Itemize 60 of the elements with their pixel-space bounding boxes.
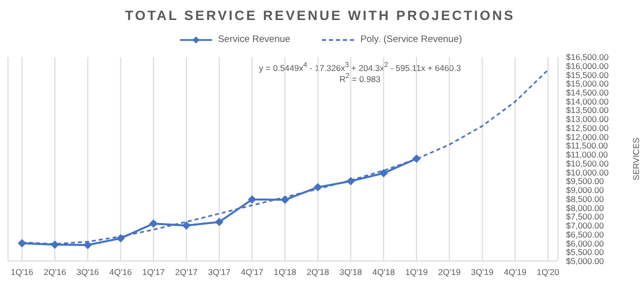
x-tick-label: 3Q'16 xyxy=(76,267,100,278)
y2-tick-label: $14,500.00 xyxy=(566,87,609,98)
annotation: y = 0.5449x$^{4}$ - 17.326x$^{3}$ + 204.3x$^{2}$ - 595.11x + 6460.3 xyxy=(258,61,462,73)
y2-tick-label: $15,000.00 xyxy=(566,78,609,89)
y2-axis-title: SERVICES xyxy=(631,137,640,180)
x-tick-label: 4Q'16 xyxy=(109,267,132,278)
y2-tick-label: $5,500.00 xyxy=(566,247,604,258)
point xyxy=(116,234,125,242)
x-tick-label: 1Q'17 xyxy=(142,267,165,278)
y2-tick-label: $9,500.00 xyxy=(566,176,604,186)
point xyxy=(281,196,289,204)
point xyxy=(150,220,158,228)
legend-label: Poly. (Service Revenue) xyxy=(360,34,462,45)
y2-tick-label: $7,000.00 xyxy=(566,220,604,231)
legend-label: Service Revenue xyxy=(218,34,290,45)
x-tick-label: 4Q'18 xyxy=(372,267,396,278)
y2-tick-label: $13,500.00 xyxy=(566,105,609,116)
point xyxy=(380,169,388,178)
y2-tick-label: $12,500.00 xyxy=(566,122,609,133)
x-tick-label: 3Q'18 xyxy=(340,267,362,278)
annotation: R$^{2}$ = 0.983 xyxy=(338,72,382,84)
chart-title: TOTAL SERVICE REVENUE WITH PROJECTIONS xyxy=(124,8,516,23)
y2-tick-label: $11,500.00 xyxy=(566,140,608,151)
y2-tick-label: $6,500.00 xyxy=(566,229,604,240)
y2-tick-label: $10,000.00 xyxy=(566,167,609,178)
point xyxy=(84,241,92,250)
point xyxy=(314,183,322,192)
y2-tick-label: $14,000.00 xyxy=(566,96,609,106)
point xyxy=(182,222,190,230)
x-tick-label: 3Q'17 xyxy=(208,267,231,278)
x-tick-label: 4Q'19 xyxy=(504,267,527,278)
y2-tick-label: $16,500.00 xyxy=(566,52,609,62)
y2-tick-label: $9,000.00 xyxy=(566,185,604,196)
x-tick-label: 2Q'16 xyxy=(44,267,66,278)
x-tick-label: 4Q'17 xyxy=(240,267,264,278)
point xyxy=(215,218,224,226)
point xyxy=(346,177,355,186)
x-tick-label: 1Q'20 xyxy=(536,267,560,278)
y2-tick-label: $7,500.00 xyxy=(566,212,604,222)
x-tick-label: 1Q'16 xyxy=(10,267,34,278)
y2-tick-label: $10,500.00 xyxy=(566,158,609,168)
point xyxy=(248,195,256,204)
x-tick-label: 3Q'19 xyxy=(471,267,494,278)
point xyxy=(18,239,26,248)
y2-tick-label: $5,000.00 xyxy=(566,256,604,266)
y2-tick-label: $16,000.00 xyxy=(566,60,609,71)
y2-tick-label: $13,000.00 xyxy=(566,114,609,124)
y2-tick-label: $8,000.00 xyxy=(566,202,604,213)
x-tick-label: 1Q'19 xyxy=(405,267,428,278)
point xyxy=(412,154,420,163)
point xyxy=(50,240,59,249)
y2-tick-label: $6,000.00 xyxy=(566,238,604,248)
x-tick-label: 1Q'18 xyxy=(274,267,296,278)
y2-tick-label: $11,000.00 xyxy=(566,150,608,160)
x-tick-label: 2Q'19 xyxy=(438,267,461,278)
y2-tick-label: $12,000.00 xyxy=(566,132,609,142)
x-tick-label: 2Q'18 xyxy=(306,267,330,278)
x-tick-label: 2Q'17 xyxy=(175,267,198,278)
y2-tick-label: $8,500.00 xyxy=(566,194,604,204)
y2-tick-label: $15,500.00 xyxy=(566,70,609,80)
